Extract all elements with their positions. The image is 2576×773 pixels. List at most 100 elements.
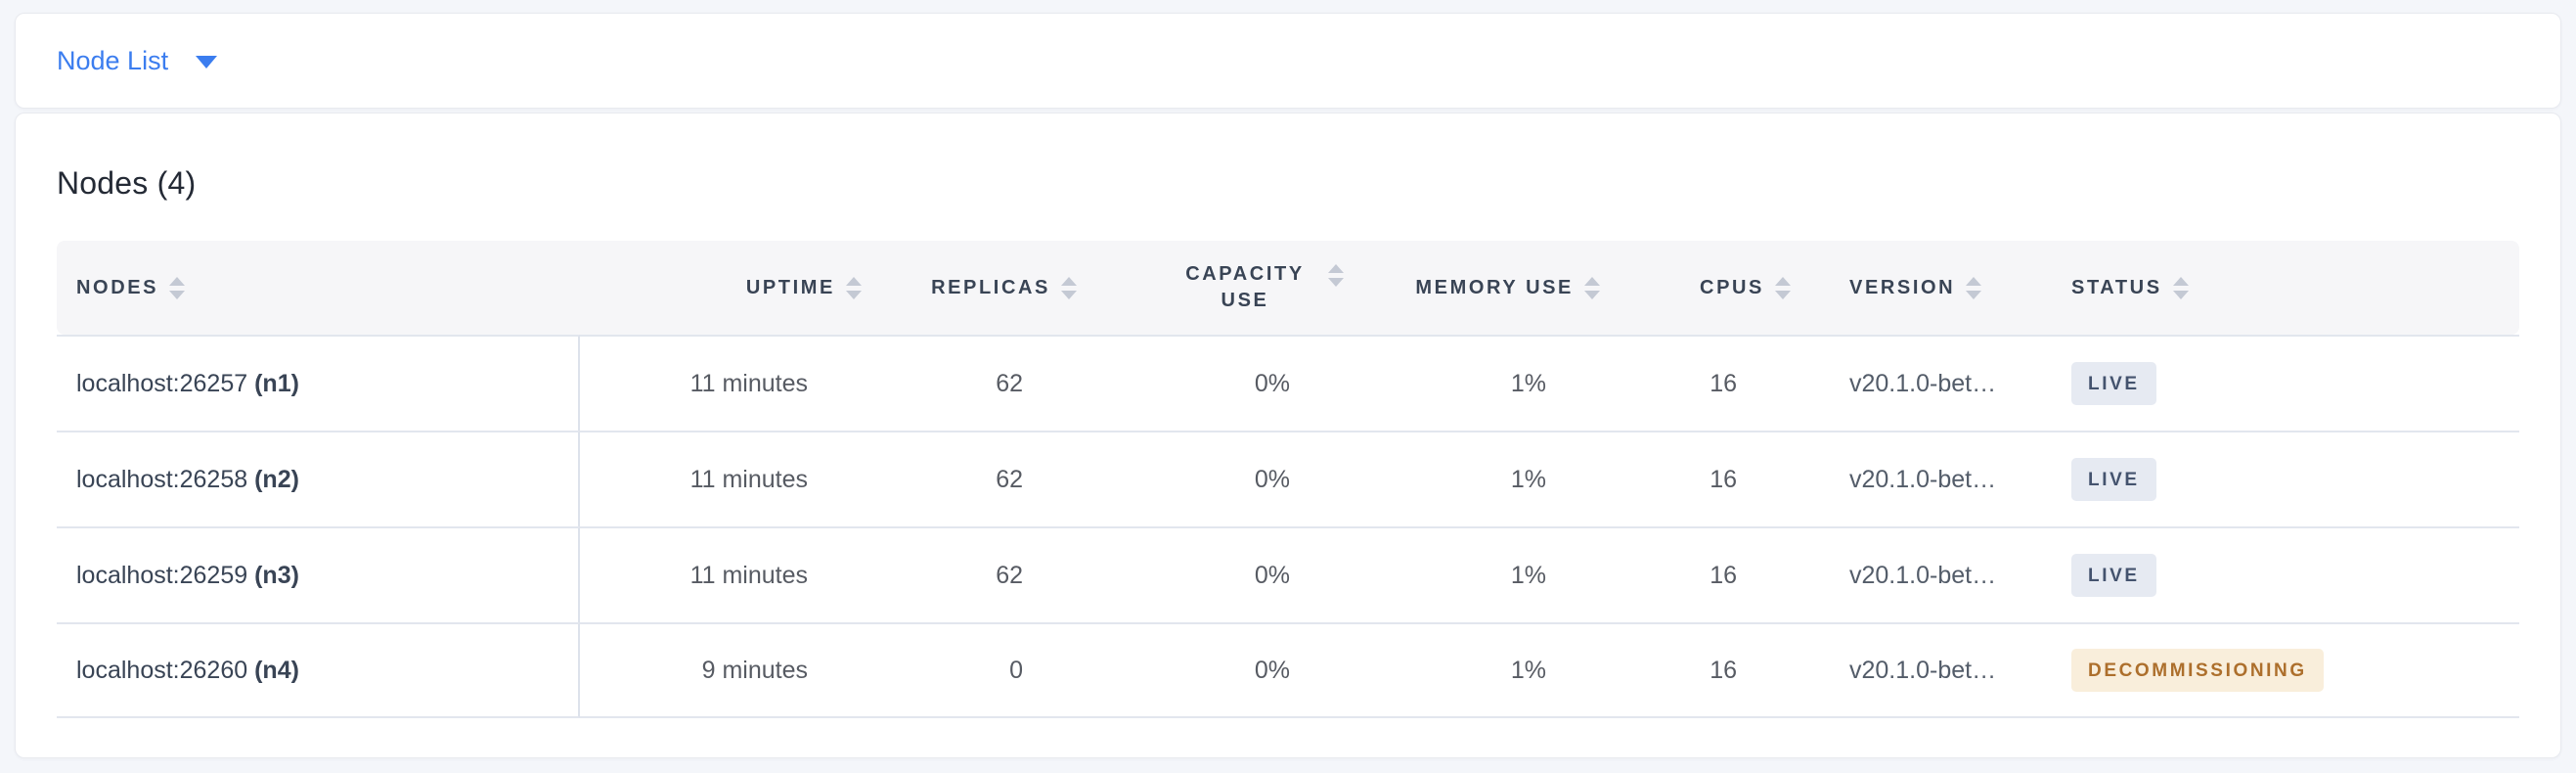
column-header-content: REPLICAS bbox=[931, 275, 1077, 301]
sort-icon bbox=[1966, 276, 1982, 299]
cell-uptime: 9 minutes bbox=[580, 622, 862, 718]
table-row: localhost:26258 (n2) 11 minutes 62 0% 1% 16 v2… bbox=[57, 431, 2519, 526]
cell-cpus: 16 bbox=[1600, 431, 1791, 526]
node-address: localhost:26260 bbox=[76, 656, 248, 684]
sort-icon bbox=[1328, 264, 1344, 287]
sort-icon bbox=[2172, 276, 2189, 299]
cell-memory: 1% bbox=[1344, 622, 1600, 718]
sort-icon bbox=[1061, 276, 1077, 299]
cell-status: DECOMMISSIONING bbox=[2047, 622, 2519, 718]
column-header-content: VERSION bbox=[1849, 275, 1982, 301]
table-header-row: NODES UPTIME REPLICAS CAPACITY USE MEMORY US… bbox=[57, 241, 2519, 335]
sort-down-icon bbox=[2172, 290, 2189, 299]
column-header-status[interactable]: STATUS bbox=[2047, 241, 2519, 335]
column-header-content: UPTIME bbox=[746, 275, 862, 301]
table-header: NODES UPTIME REPLICAS CAPACITY USE MEMORY US… bbox=[57, 241, 2519, 335]
cell-capacity: 0% bbox=[1077, 335, 1344, 431]
cell-version: v20.1.0-bet… bbox=[1791, 622, 2047, 718]
sort-up-icon bbox=[2172, 276, 2189, 286]
column-label-nodes: NODES bbox=[76, 276, 159, 298]
sort-down-icon bbox=[1584, 290, 1600, 299]
column-header-content: CPUS bbox=[1700, 275, 1791, 301]
cell-replicas: 62 bbox=[862, 335, 1077, 431]
status-badge: DECOMMISSIONING bbox=[2071, 649, 2324, 692]
cell-status: LIVE bbox=[2047, 335, 2519, 431]
node-address: localhost:26257 bbox=[76, 369, 248, 397]
node-id: (n1) bbox=[254, 369, 299, 397]
cell-capacity: 0% bbox=[1077, 526, 1344, 622]
cell-memory: 1% bbox=[1344, 526, 1600, 622]
column-header-content: STATUS bbox=[2071, 275, 2189, 301]
table-body: localhost:26257 (n1) 11 minutes 62 0% 1% 16 v2… bbox=[57, 335, 2519, 718]
status-badge: LIVE bbox=[2071, 554, 2156, 597]
cell-cpus: 16 bbox=[1600, 622, 1791, 718]
column-header-memory[interactable]: MEMORY USE bbox=[1344, 241, 1600, 335]
cell-cpus: 16 bbox=[1600, 335, 1791, 431]
column-label-uptime: UPTIME bbox=[745, 276, 835, 298]
table-row: localhost:26260 (n4) 9 minutes 0 0% 1% 16 v20.… bbox=[57, 622, 2519, 718]
cell-memory: 1% bbox=[1344, 431, 1600, 526]
table-row: localhost:26257 (n1) 11 minutes 62 0% 1% 16 v2… bbox=[57, 335, 2519, 431]
cell-replicas: 0 bbox=[862, 622, 1077, 718]
node-list-dropdown[interactable]: Node List bbox=[57, 45, 218, 75]
sort-down-icon bbox=[1775, 290, 1791, 299]
cell-uptime: 11 minutes bbox=[580, 431, 862, 526]
sort-up-icon bbox=[1966, 276, 1982, 286]
cell-version: v20.1.0-bet… bbox=[1791, 431, 2047, 526]
cell-uptime: 11 minutes bbox=[580, 526, 862, 622]
sort-up-icon bbox=[1328, 264, 1344, 273]
column-header-uptime[interactable]: UPTIME bbox=[580, 241, 862, 335]
sort-down-icon bbox=[1328, 278, 1344, 287]
sort-icon bbox=[1584, 276, 1600, 299]
column-header-version[interactable]: VERSION bbox=[1791, 241, 2047, 335]
cell-capacity: 0% bbox=[1077, 431, 1344, 526]
cell-status: LIVE bbox=[2047, 526, 2519, 622]
status-badge: LIVE bbox=[2071, 458, 2156, 501]
page-title: Nodes (4) bbox=[57, 165, 197, 201]
cell-node-address: localhost:26258 (n2) bbox=[57, 431, 580, 526]
column-header-content: NODES bbox=[76, 275, 186, 301]
column-header-capacity[interactable]: CAPACITY USE bbox=[1077, 241, 1344, 335]
sort-icon bbox=[846, 276, 862, 299]
column-label-version: VERSION bbox=[1849, 276, 1956, 298]
column-label-cpus: CPUS bbox=[1700, 276, 1764, 298]
cell-node-address: localhost:26260 (n4) bbox=[57, 622, 580, 718]
cell-version: v20.1.0-bet… bbox=[1791, 526, 2047, 622]
column-header-replicas[interactable]: REPLICAS bbox=[862, 241, 1077, 335]
status-badge: LIVE bbox=[2071, 362, 2156, 405]
node-list-dropdown-label: Node List bbox=[57, 45, 169, 75]
column-header-nodes[interactable]: NODES bbox=[57, 241, 580, 335]
sort-up-icon bbox=[1061, 276, 1077, 286]
sort-up-icon bbox=[846, 276, 862, 286]
column-header-content: MEMORY USE bbox=[1415, 275, 1600, 301]
cell-replicas: 62 bbox=[862, 526, 1077, 622]
column-label-capacity: CAPACITY USE bbox=[1185, 263, 1305, 311]
node-address: localhost:26258 bbox=[76, 465, 248, 493]
cell-uptime: 11 minutes bbox=[580, 335, 862, 431]
node-address: localhost:26259 bbox=[76, 561, 248, 589]
cell-status: LIVE bbox=[2047, 431, 2519, 526]
column-label-status: STATUS bbox=[2071, 276, 2162, 298]
sort-down-icon bbox=[1061, 290, 1077, 299]
sort-up-icon bbox=[169, 276, 186, 286]
cell-capacity: 0% bbox=[1077, 622, 1344, 718]
sort-icon bbox=[1775, 276, 1791, 299]
column-header-content: CAPACITY USE bbox=[1173, 261, 1344, 314]
nodes-card: Nodes (4) NODES UPTIME REPLICAS CAPACITY US… bbox=[15, 113, 2561, 758]
table-row: localhost:26259 (n3) 11 minutes 62 0% 1% 16 v2… bbox=[57, 526, 2519, 622]
cell-memory: 1% bbox=[1344, 335, 1600, 431]
node-id: (n4) bbox=[254, 656, 299, 684]
column-label-memory: MEMORY USE bbox=[1415, 276, 1574, 298]
column-header-cpus[interactable]: CPUS bbox=[1600, 241, 1791, 335]
cell-version: v20.1.0-bet… bbox=[1791, 335, 2047, 431]
caret-down-icon bbox=[196, 56, 218, 68]
view-selector-bar: Node List bbox=[15, 13, 2561, 109]
sort-up-icon bbox=[1584, 276, 1600, 286]
sort-up-icon bbox=[1775, 276, 1791, 286]
node-id: (n3) bbox=[254, 561, 299, 589]
cell-replicas: 62 bbox=[862, 431, 1077, 526]
sort-down-icon bbox=[1966, 290, 1982, 299]
sort-down-icon bbox=[846, 290, 862, 299]
nodes-table: NODES UPTIME REPLICAS CAPACITY USE MEMORY US… bbox=[57, 241, 2519, 718]
